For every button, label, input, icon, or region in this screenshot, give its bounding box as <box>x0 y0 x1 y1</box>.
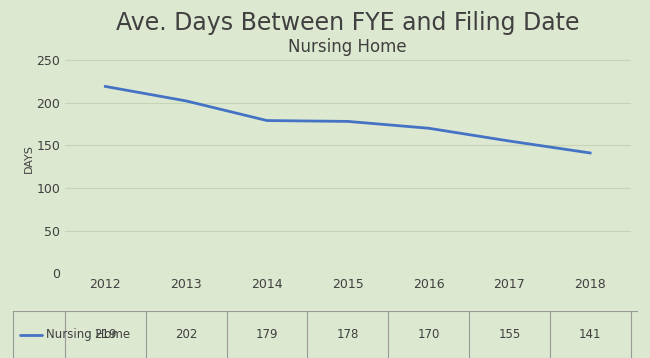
Text: 155: 155 <box>498 328 521 341</box>
Text: 202: 202 <box>175 328 198 341</box>
Text: Nursing Home: Nursing Home <box>46 328 129 341</box>
Text: Ave. Days Between FYE and Filing Date: Ave. Days Between FYE and Filing Date <box>116 11 580 35</box>
Text: 219: 219 <box>94 328 116 341</box>
Text: 178: 178 <box>337 328 359 341</box>
Y-axis label: DAYS: DAYS <box>23 144 34 173</box>
Text: Nursing Home: Nursing Home <box>289 38 407 55</box>
Text: 179: 179 <box>255 328 278 341</box>
Text: 141: 141 <box>579 328 601 341</box>
Text: 170: 170 <box>417 328 439 341</box>
